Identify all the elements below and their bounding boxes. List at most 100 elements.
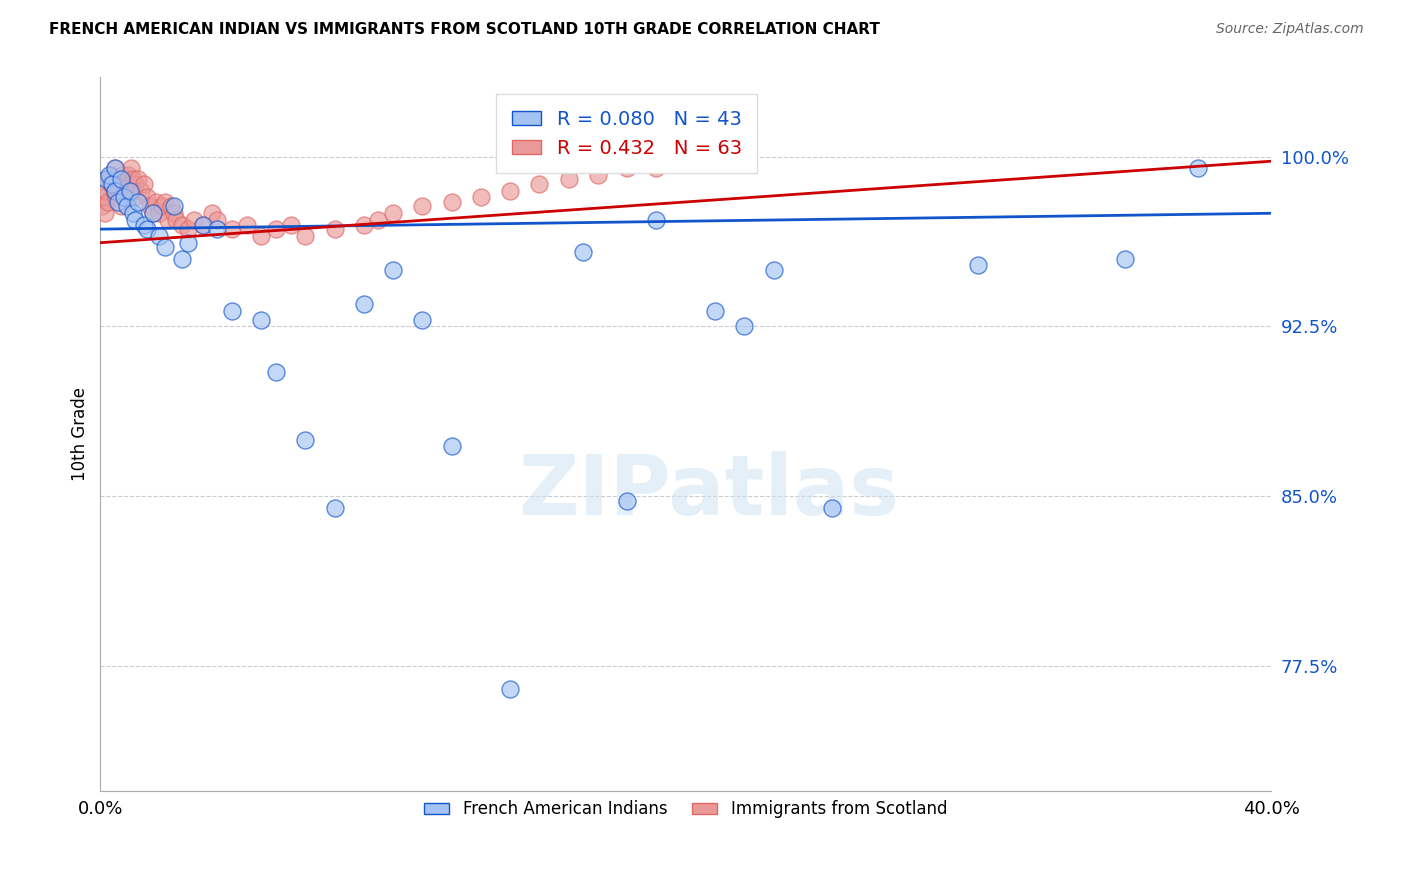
Point	[153, 194, 176, 209]
Point	[616, 493, 638, 508]
Point	[118, 177, 141, 191]
Point	[97, 194, 120, 209]
Point	[280, 218, 302, 232]
Point	[382, 263, 405, 277]
Point	[264, 222, 287, 236]
Point	[142, 206, 165, 220]
Point	[91, 190, 114, 204]
Point	[221, 303, 243, 318]
Point	[557, 172, 579, 186]
Point	[499, 184, 522, 198]
Point	[323, 222, 346, 236]
Point	[110, 199, 132, 213]
Legend: French American Indians, Immigrants from Scotland: French American Indians, Immigrants from…	[418, 794, 953, 825]
Point	[645, 213, 668, 227]
Point	[115, 199, 138, 213]
Point	[172, 218, 194, 232]
Point	[382, 206, 405, 220]
Point	[156, 213, 179, 227]
Point	[111, 168, 134, 182]
Point	[762, 263, 785, 277]
Text: ZIPatlas: ZIPatlas	[519, 450, 900, 532]
Point	[353, 218, 375, 232]
Point	[104, 184, 127, 198]
Point	[440, 194, 463, 209]
Point	[353, 297, 375, 311]
Point	[108, 184, 131, 198]
Point	[93, 206, 115, 220]
Point	[134, 177, 156, 191]
Point	[121, 172, 143, 186]
Point	[122, 190, 145, 204]
Point	[117, 168, 139, 182]
Point	[177, 235, 200, 250]
Text: FRENCH AMERICAN INDIAN VS IMMIGRANTS FROM SCOTLAND 10TH GRADE CORRELATION CHART: FRENCH AMERICAN INDIAN VS IMMIGRANTS FRO…	[49, 22, 880, 37]
Point	[101, 177, 124, 191]
Point	[104, 161, 127, 175]
Point	[153, 240, 176, 254]
Point	[207, 213, 229, 227]
Point	[200, 206, 222, 220]
Point	[821, 500, 844, 515]
Point	[704, 303, 727, 318]
Point	[110, 172, 132, 186]
Point	[177, 222, 200, 236]
Point	[172, 252, 194, 266]
Point	[235, 218, 257, 232]
Point	[96, 184, 118, 198]
Point	[733, 319, 755, 334]
Point	[165, 213, 187, 227]
Point	[159, 199, 181, 213]
Point	[191, 218, 214, 232]
Point	[148, 206, 170, 220]
Point	[112, 190, 135, 204]
Point	[148, 228, 170, 243]
Point	[162, 206, 184, 220]
Point	[115, 184, 138, 198]
Point	[323, 500, 346, 515]
Point	[150, 199, 173, 213]
Point	[136, 222, 159, 236]
Point	[134, 218, 156, 232]
Point	[250, 312, 273, 326]
Point	[114, 172, 136, 186]
Point	[250, 228, 273, 243]
Point	[145, 194, 167, 209]
Point	[162, 199, 184, 213]
Point	[967, 258, 990, 272]
Point	[645, 161, 668, 175]
Point	[104, 161, 127, 175]
Point	[127, 194, 149, 209]
Point	[499, 681, 522, 696]
Point	[131, 184, 153, 198]
Point	[1114, 252, 1136, 266]
Point	[107, 172, 129, 186]
Text: Source: ZipAtlas.com: Source: ZipAtlas.com	[1216, 22, 1364, 37]
Point	[586, 168, 609, 182]
Point	[440, 440, 463, 454]
Point	[96, 172, 118, 186]
Point	[183, 213, 205, 227]
Point	[294, 228, 316, 243]
Point	[121, 206, 143, 220]
Point	[98, 168, 121, 182]
Point	[294, 433, 316, 447]
Point	[124, 213, 146, 227]
Point	[1187, 161, 1209, 175]
Point	[264, 365, 287, 379]
Point	[124, 177, 146, 191]
Point	[191, 218, 214, 232]
Point	[142, 206, 165, 220]
Point	[411, 199, 433, 213]
Point	[127, 172, 149, 186]
Point	[136, 190, 159, 204]
Point	[101, 168, 124, 182]
Point	[98, 172, 121, 186]
Point	[112, 177, 135, 191]
Point	[470, 190, 492, 204]
Y-axis label: 10th Grade: 10th Grade	[72, 387, 89, 481]
Point	[139, 199, 162, 213]
Point	[100, 177, 122, 191]
Point	[105, 190, 128, 204]
Point	[90, 199, 112, 213]
